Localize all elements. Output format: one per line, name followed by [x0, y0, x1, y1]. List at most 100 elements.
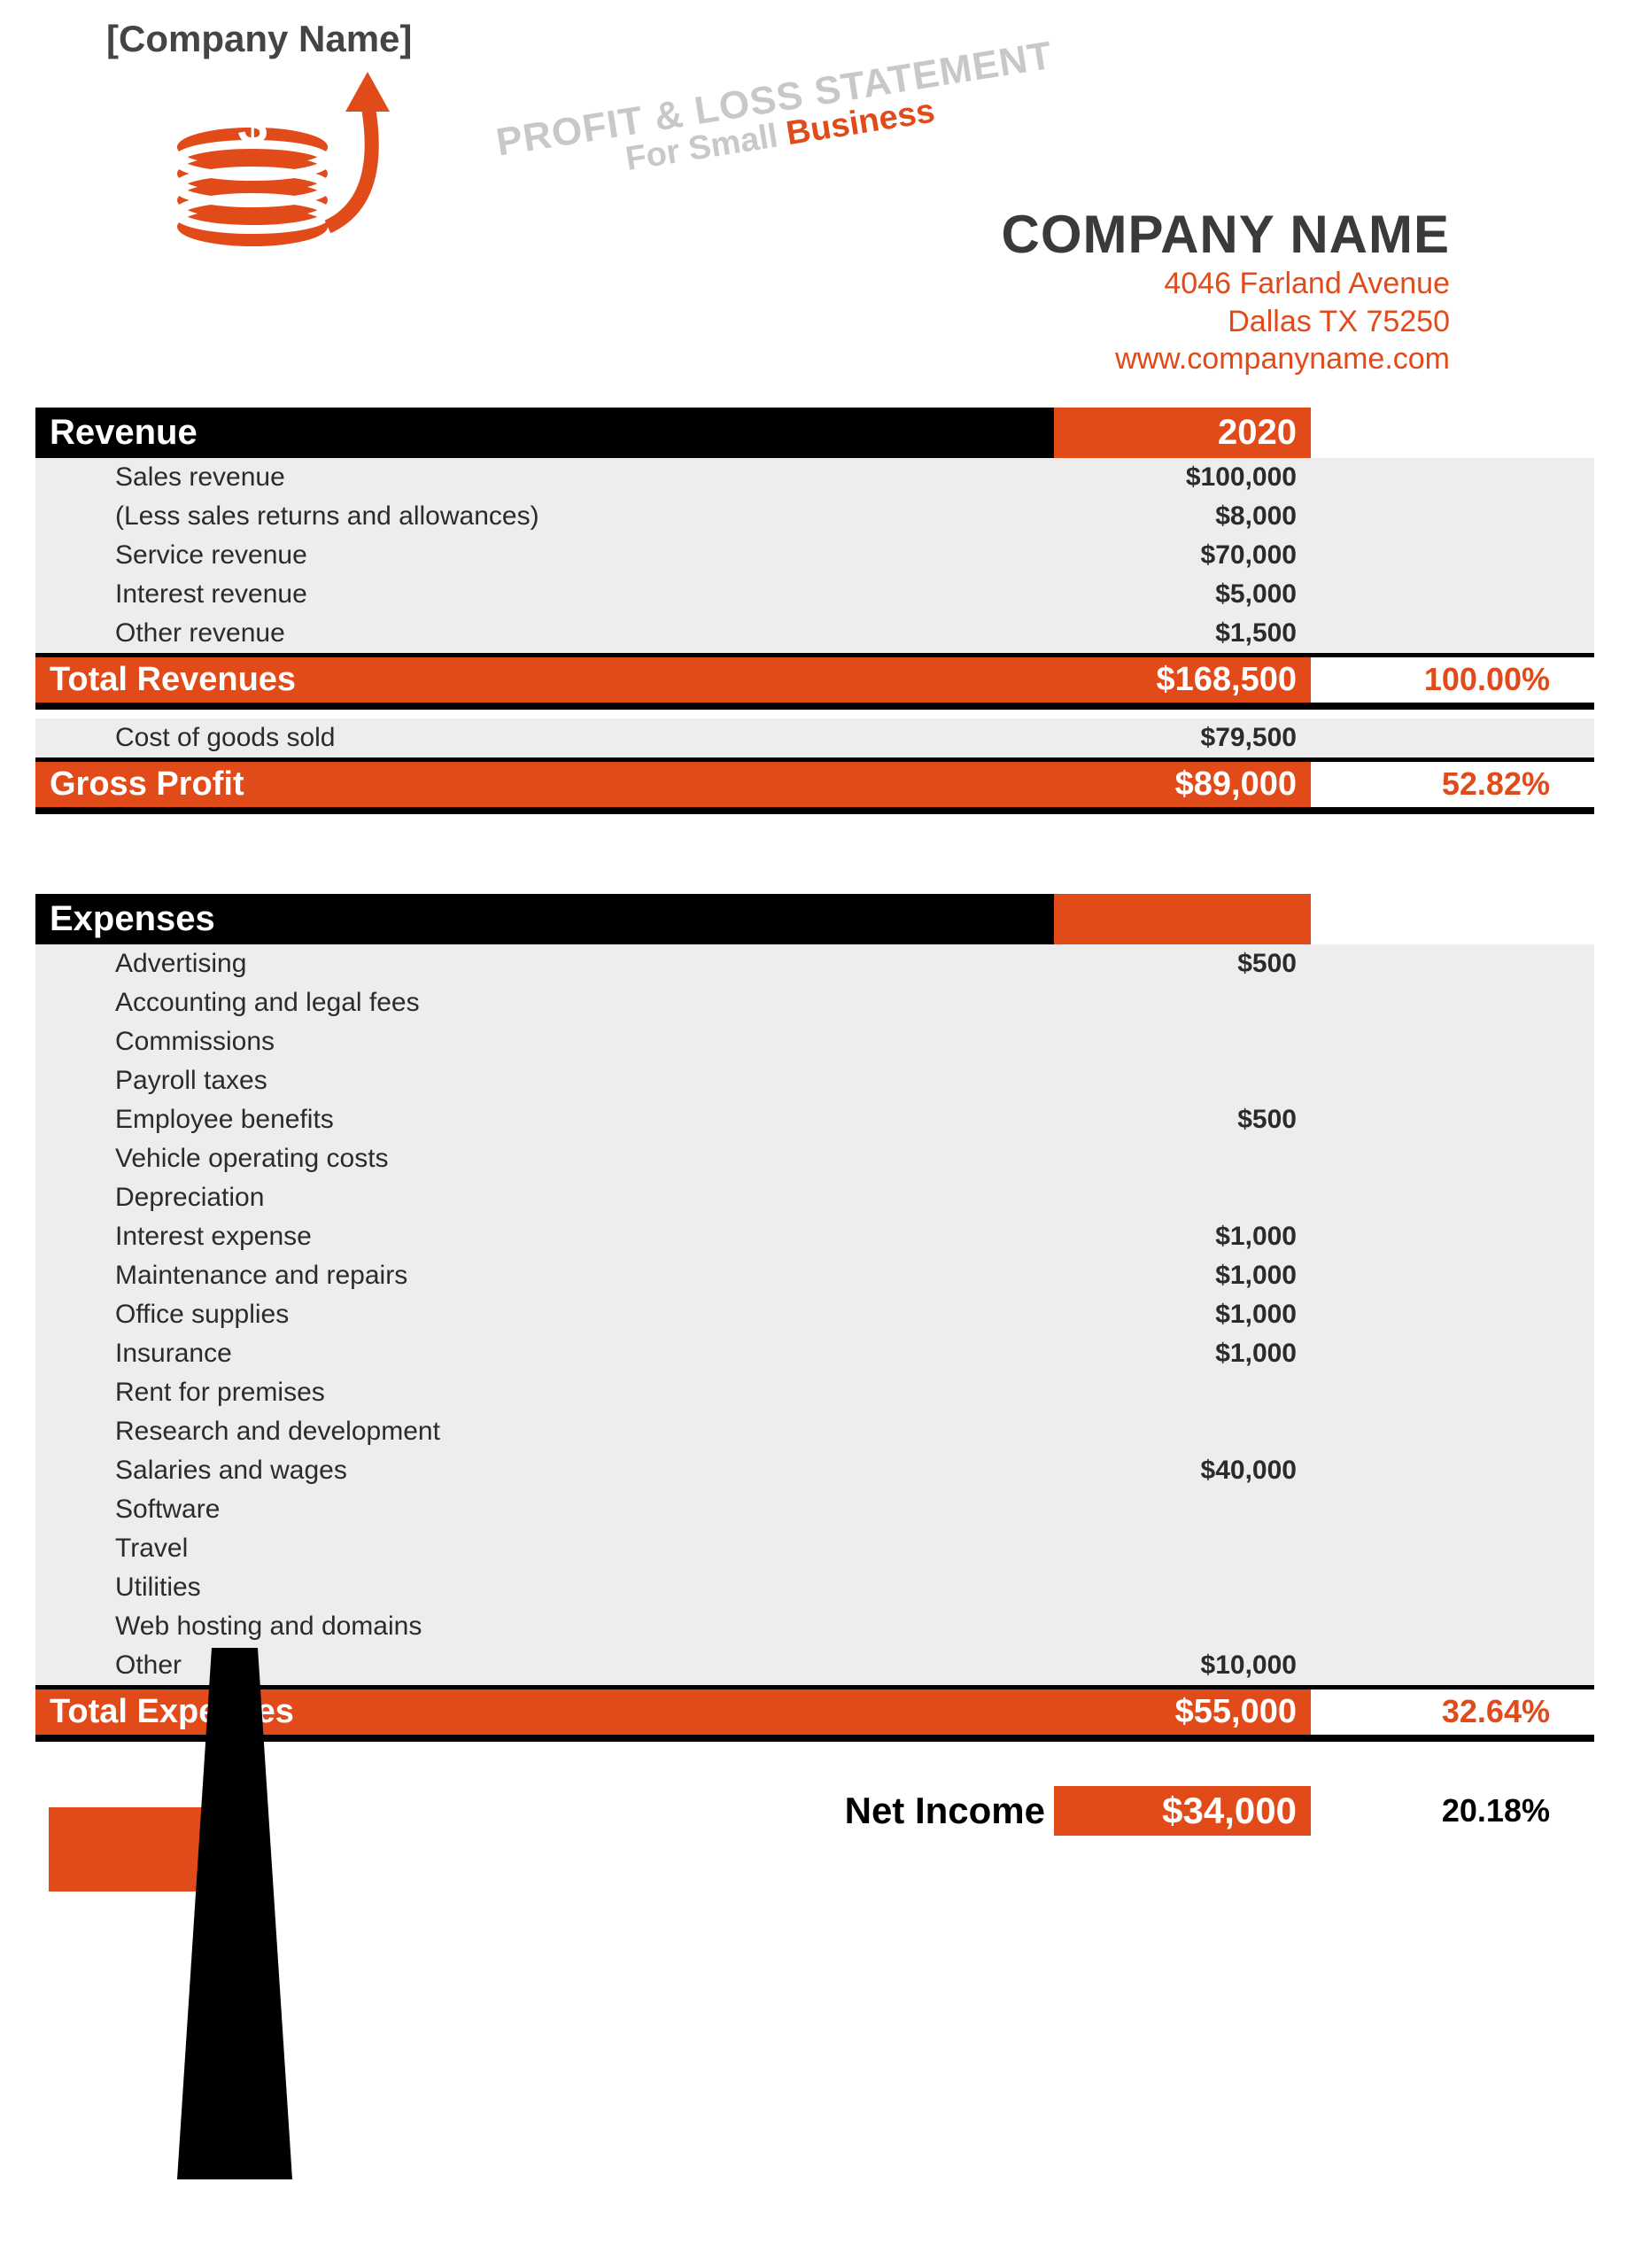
- expense-item-value: [1054, 1568, 1311, 1607]
- revenue-item-label: Service revenue: [35, 536, 1054, 575]
- revenue-item-row: Sales revenue$100,000: [35, 458, 1594, 497]
- expense-item-value: [1054, 1061, 1311, 1100]
- coins-arrow-icon: $: [168, 67, 399, 276]
- expense-item-value: $40,000: [1054, 1451, 1311, 1490]
- revenue-item-value: $8,000: [1054, 497, 1311, 536]
- net-income-pct: 20.18%: [1311, 1789, 1568, 1833]
- revenue-item-row: (Less sales returns and allowances)$8,00…: [35, 497, 1594, 536]
- revenue-item-label: Other revenue: [35, 614, 1054, 653]
- revenue-item-label: Sales revenue: [35, 458, 1054, 497]
- expense-item-row: Accounting and legal fees: [35, 983, 1594, 1022]
- revenue-item-value: $5,000: [1054, 575, 1311, 614]
- decoration-orange-block: [49, 1807, 208, 1891]
- revenue-item-value: $1,500: [1054, 614, 1311, 653]
- total-expenses-value: $55,000: [1054, 1689, 1311, 1735]
- total-revenues-row: Total Revenues $168,500 100.00%: [35, 653, 1594, 710]
- expense-item-label: Research and development: [35, 1412, 1054, 1451]
- cogs-row: Cost of goods sold $79,500: [35, 718, 1594, 757]
- expense-item-label: Insurance: [35, 1334, 1054, 1373]
- document-title-slanted: PROFIT & LOSS STATEMENT For Small Busine…: [493, 36, 1060, 196]
- cogs-label: Cost of goods sold: [35, 718, 1054, 757]
- expense-item-label: Employee benefits: [35, 1100, 1054, 1139]
- expense-item-value: [1054, 1373, 1311, 1412]
- revenue-item-label: Interest revenue: [35, 575, 1054, 614]
- revenue-header: Revenue 2020: [35, 408, 1594, 458]
- expenses-title: Expenses: [35, 894, 1054, 944]
- revenue-title: Revenue: [35, 408, 1054, 458]
- expense-item-value: $10,000: [1054, 1646, 1311, 1685]
- company-address-2: Dallas TX 75250: [1002, 303, 1450, 341]
- expense-item-label: Office supplies: [35, 1295, 1054, 1334]
- expense-item-row: Interest expense$1,000: [35, 1217, 1594, 1256]
- expense-item-row: Vehicle operating costs: [35, 1139, 1594, 1178]
- expense-item-label: Other: [35, 1646, 1054, 1685]
- expense-item-label: Interest expense: [35, 1217, 1054, 1256]
- expense-item-row: Other$10,000: [35, 1646, 1594, 1685]
- expense-item-value: [1054, 1529, 1311, 1568]
- company-name: COMPANY NAME: [1002, 204, 1450, 265]
- expense-item-value: $1,000: [1054, 1334, 1311, 1373]
- expense-item-value: [1054, 1490, 1311, 1529]
- expense-rows: Advertising$500Accounting and legal fees…: [35, 944, 1594, 1685]
- expense-item-label: Utilities: [35, 1568, 1054, 1607]
- expense-item-value: $500: [1054, 1100, 1311, 1139]
- expense-item-row: Insurance$1,000: [35, 1334, 1594, 1373]
- expense-item-value: [1054, 1022, 1311, 1061]
- expense-item-value: [1054, 1139, 1311, 1178]
- statement-year: 2020: [1054, 408, 1311, 458]
- revenue-item-row: Service revenue$70,000: [35, 536, 1594, 575]
- expense-item-label: Salaries and wages: [35, 1451, 1054, 1490]
- expense-item-row: Travel: [35, 1529, 1594, 1568]
- net-income-value: $34,000: [1054, 1786, 1311, 1836]
- expense-item-value: $1,000: [1054, 1256, 1311, 1295]
- expense-item-value: $1,000: [1054, 1217, 1311, 1256]
- expense-item-label: Maintenance and repairs: [35, 1256, 1054, 1295]
- expense-item-label: Vehicle operating costs: [35, 1139, 1054, 1178]
- expense-item-value: $500: [1054, 944, 1311, 983]
- expense-item-label: Rent for premises: [35, 1373, 1054, 1412]
- expense-item-value: [1054, 983, 1311, 1022]
- total-expenses-pct: 32.64%: [1311, 1689, 1568, 1735]
- expense-item-label: Commissions: [35, 1022, 1054, 1061]
- company-info-block: COMPANY NAME 4046 Farland Avenue Dallas …: [1002, 204, 1450, 378]
- cogs-value: $79,500: [1054, 718, 1311, 757]
- expense-item-row: Software: [35, 1490, 1594, 1529]
- gross-profit-pct: 52.82%: [1311, 762, 1568, 807]
- expense-item-row: Research and development: [35, 1412, 1594, 1451]
- expense-item-row: Advertising$500: [35, 944, 1594, 983]
- expense-item-row: Office supplies$1,000: [35, 1295, 1594, 1334]
- total-expenses-label: Total Expenses: [35, 1689, 1054, 1735]
- revenue-item-value: $70,000: [1054, 536, 1311, 575]
- gross-profit-label: Gross Profit: [35, 762, 1054, 807]
- expense-item-row: Commissions: [35, 1022, 1594, 1061]
- company-website: www.companyname.com: [1002, 340, 1450, 378]
- gross-profit-value: $89,000: [1054, 762, 1311, 807]
- svg-text:$: $: [237, 96, 267, 155]
- company-address-1: 4046 Farland Avenue: [1002, 265, 1450, 303]
- expense-item-value: [1054, 1412, 1311, 1451]
- expense-item-label: Advertising: [35, 944, 1054, 983]
- revenue-item-value: $100,000: [1054, 458, 1311, 497]
- expense-item-value: [1054, 1178, 1311, 1217]
- expense-item-row: Rent for premises: [35, 1373, 1594, 1412]
- company-placeholder: [Company Name]: [106, 18, 412, 60]
- expense-item-value: [1054, 1607, 1311, 1646]
- expense-item-row: Depreciation: [35, 1178, 1594, 1217]
- revenue-rows: Sales revenue$100,000(Less sales returns…: [35, 458, 1594, 653]
- expense-item-value: $1,000: [1054, 1295, 1311, 1334]
- expense-item-label: Accounting and legal fees: [35, 983, 1054, 1022]
- gross-profit-row: Gross Profit $89,000 52.82%: [35, 757, 1594, 814]
- expense-item-label: Travel: [35, 1529, 1054, 1568]
- expense-item-label: Web hosting and domains: [35, 1607, 1054, 1646]
- expense-item-row: Utilities: [35, 1568, 1594, 1607]
- expense-item-label: Depreciation: [35, 1178, 1054, 1217]
- expense-item-row: Salaries and wages$40,000: [35, 1451, 1594, 1490]
- revenue-item-row: Other revenue$1,500: [35, 614, 1594, 653]
- total-revenues-value: $168,500: [1054, 657, 1311, 703]
- expense-item-row: Employee benefits$500: [35, 1100, 1594, 1139]
- expense-item-label: Payroll taxes: [35, 1061, 1054, 1100]
- revenue-item-row: Interest revenue$5,000: [35, 575, 1594, 614]
- total-expenses-row: Total Expenses $55,000 32.64%: [35, 1685, 1594, 1742]
- total-revenues-label: Total Revenues: [35, 657, 1054, 703]
- expenses-header: Expenses: [35, 894, 1594, 944]
